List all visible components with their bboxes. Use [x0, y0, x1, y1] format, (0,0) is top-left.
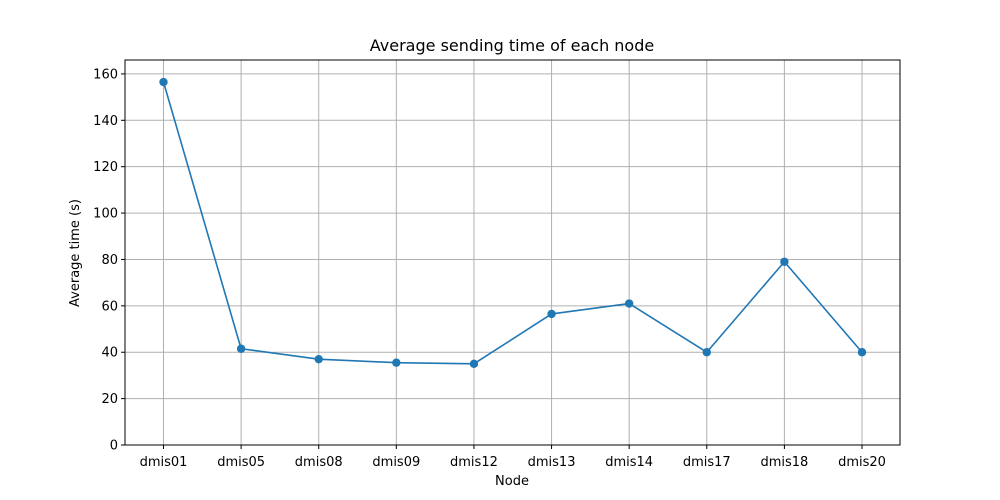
y-tick-label: 60 [101, 299, 118, 314]
y-tick-label: 40 [101, 346, 118, 361]
y-tick-label: 160 [93, 67, 118, 82]
x-tick-label: dmis08 [295, 455, 343, 470]
plot-frame [124, 59, 901, 446]
series-layer [159, 77, 867, 369]
y-tick-label: 0 [110, 439, 118, 454]
y-tick-label: 80 [101, 253, 118, 268]
y-tick-label: 20 [101, 392, 118, 407]
chart-title: Average sending time of each node [370, 36, 654, 55]
grid-layer [125, 60, 900, 446]
data-point [780, 257, 789, 266]
y-tick-label: 140 [93, 114, 118, 129]
data-point [469, 359, 479, 369]
data-point [547, 309, 556, 319]
y-tick-label: 120 [93, 160, 118, 175]
x-tick-label: dmis12 [450, 455, 498, 470]
data-point [857, 348, 867, 357]
data-point [159, 77, 168, 87]
data-point [392, 358, 401, 367]
y-tick-label: 100 [93, 207, 118, 222]
x-tick-label: dmis13 [528, 455, 576, 470]
x-tick-label: dmis09 [372, 455, 420, 470]
x-tick-label: dmis17 [683, 455, 731, 470]
data-point [702, 348, 711, 357]
ticks-layer: 0 20 40 60 80 100 120 140 160 dmis01 dmis05 dmis08 d… [93, 67, 886, 470]
x-tick-label: dmis01 [140, 455, 188, 470]
x-tick-label: dmis05 [217, 455, 265, 470]
x-tick-label: dmis20 [838, 455, 886, 470]
x-axis-label: Node [495, 474, 529, 489]
y-axis-label: Average time (s) [68, 199, 83, 307]
series-line [162, 81, 863, 365]
x-tick-label: dmis18 [760, 455, 808, 470]
data-point [624, 299, 634, 308]
x-tick-label: dmis14 [605, 455, 653, 470]
data-point [314, 354, 323, 364]
data-point [236, 344, 246, 353]
